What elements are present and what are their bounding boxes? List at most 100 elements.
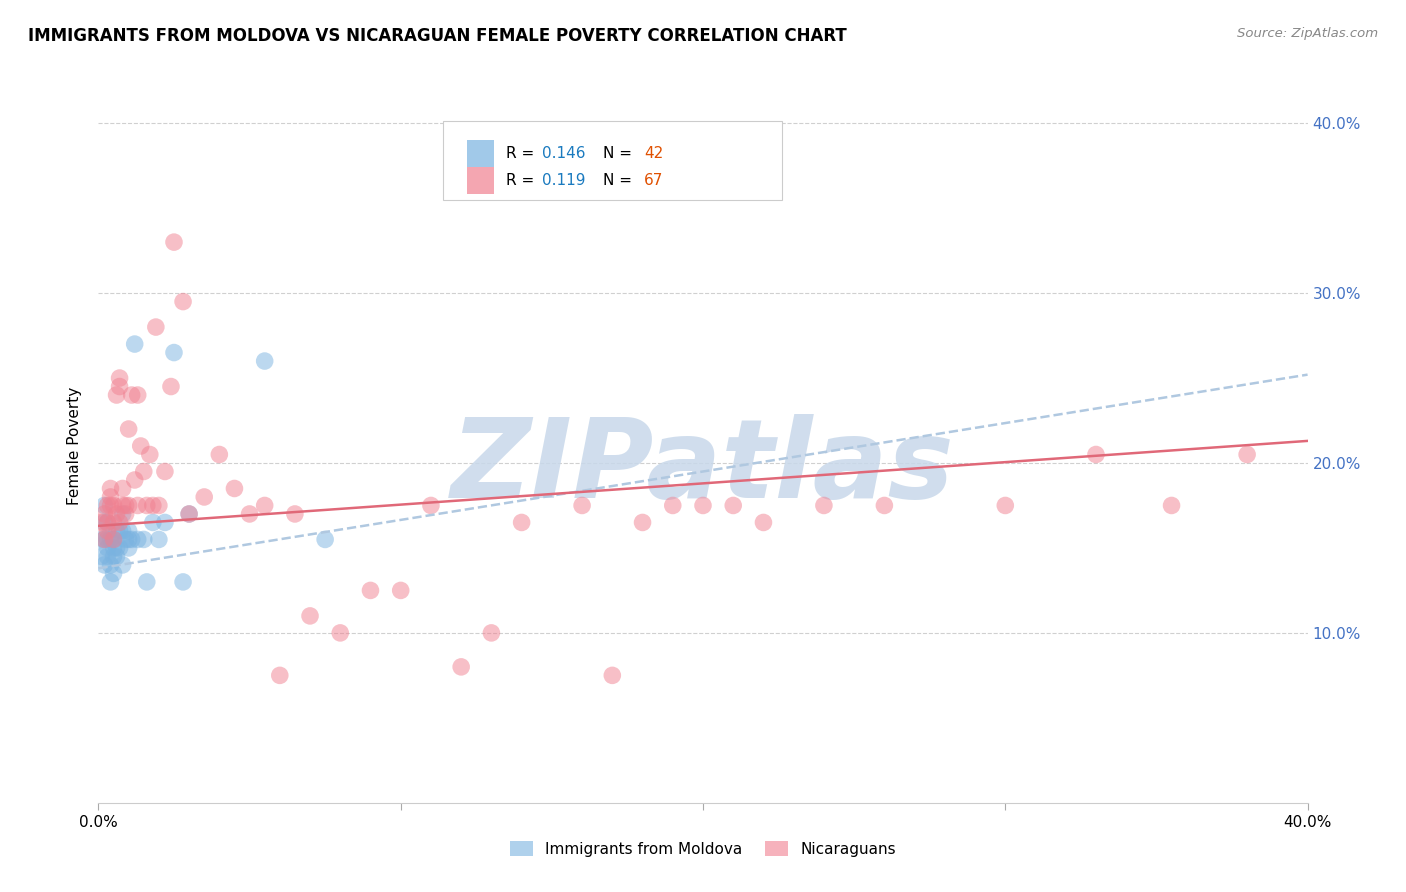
Point	[253, 499, 276, 513]
Point	[172, 294, 194, 309]
Point	[96, 499, 118, 513]
Point	[127, 388, 149, 402]
Point	[124, 337, 146, 351]
Point	[135, 574, 157, 589]
Text: IMMIGRANTS FROM MOLDOVA VS NICARAGUAN FEMALE POVERTY CORRELATION CHART: IMMIGRANTS FROM MOLDOVA VS NICARAGUAN FE…	[28, 27, 846, 45]
Point	[127, 533, 149, 547]
Point	[299, 608, 322, 623]
Text: 67: 67	[644, 173, 664, 188]
Point	[118, 499, 141, 513]
Text: ZIPatlas: ZIPatlas	[451, 414, 955, 521]
Point	[103, 541, 125, 555]
Point	[314, 533, 336, 547]
Point	[208, 448, 231, 462]
Point	[103, 533, 125, 547]
Point	[752, 516, 775, 530]
Point	[269, 668, 291, 682]
Point	[1085, 448, 1108, 462]
Point	[692, 499, 714, 513]
Point	[284, 507, 307, 521]
Point	[389, 583, 412, 598]
Point	[108, 371, 131, 385]
Point	[90, 549, 112, 564]
Point	[127, 499, 149, 513]
Point	[329, 626, 352, 640]
Point	[239, 507, 262, 521]
Point	[108, 524, 131, 538]
Point	[114, 533, 136, 547]
Point	[118, 533, 141, 547]
Point	[100, 482, 122, 496]
Legend: Immigrants from Moldova, Nicaraguans: Immigrants from Moldova, Nicaraguans	[503, 835, 903, 863]
FancyBboxPatch shape	[443, 121, 782, 200]
Point	[360, 583, 382, 598]
Point	[153, 465, 176, 479]
Point	[129, 439, 152, 453]
Point	[93, 516, 115, 530]
Point	[172, 574, 194, 589]
Text: Source: ZipAtlas.com: Source: ZipAtlas.com	[1237, 27, 1378, 40]
Point	[108, 379, 131, 393]
Point	[571, 499, 593, 513]
Point	[179, 507, 201, 521]
Point	[96, 516, 118, 530]
Text: N =: N =	[603, 173, 637, 188]
Y-axis label: Female Poverty: Female Poverty	[67, 387, 83, 505]
Point	[90, 533, 112, 547]
Point	[132, 533, 155, 547]
Point	[142, 516, 165, 530]
Point	[813, 499, 835, 513]
Point	[93, 533, 115, 547]
Point	[139, 448, 162, 462]
Point	[105, 549, 128, 564]
Point	[111, 524, 134, 538]
Text: 0.119: 0.119	[543, 173, 586, 188]
Point	[105, 388, 128, 402]
Point	[148, 499, 170, 513]
Text: R =: R =	[506, 146, 538, 161]
Point	[132, 465, 155, 479]
Point	[163, 235, 186, 249]
Point	[103, 549, 125, 564]
Point	[193, 490, 215, 504]
Point	[224, 482, 246, 496]
Point	[163, 345, 186, 359]
Point	[142, 499, 165, 513]
Point	[103, 516, 125, 530]
Point	[121, 388, 143, 402]
Point	[96, 516, 118, 530]
FancyBboxPatch shape	[467, 167, 494, 194]
Point	[100, 533, 122, 547]
Point	[105, 507, 128, 521]
Point	[105, 541, 128, 555]
Point	[661, 499, 683, 513]
Point	[93, 507, 115, 521]
Point	[114, 499, 136, 513]
Point	[111, 482, 134, 496]
Point	[450, 660, 472, 674]
FancyBboxPatch shape	[467, 140, 494, 167]
Point	[90, 516, 112, 530]
Point	[111, 499, 134, 513]
Point	[103, 499, 125, 513]
Point	[153, 516, 176, 530]
Point	[100, 499, 122, 513]
Point	[124, 473, 146, 487]
Point	[723, 499, 745, 513]
Point	[111, 507, 134, 521]
Point	[481, 626, 503, 640]
Point	[93, 533, 115, 547]
Point	[103, 533, 125, 547]
Point	[108, 516, 131, 530]
Text: 0.146: 0.146	[543, 146, 586, 161]
Point	[148, 533, 170, 547]
Point	[100, 558, 122, 572]
Point	[602, 668, 624, 682]
Point	[96, 533, 118, 547]
Point	[994, 499, 1017, 513]
Point	[179, 507, 201, 521]
Point	[145, 320, 167, 334]
Point	[121, 533, 143, 547]
Point	[96, 541, 118, 555]
Point	[93, 499, 115, 513]
